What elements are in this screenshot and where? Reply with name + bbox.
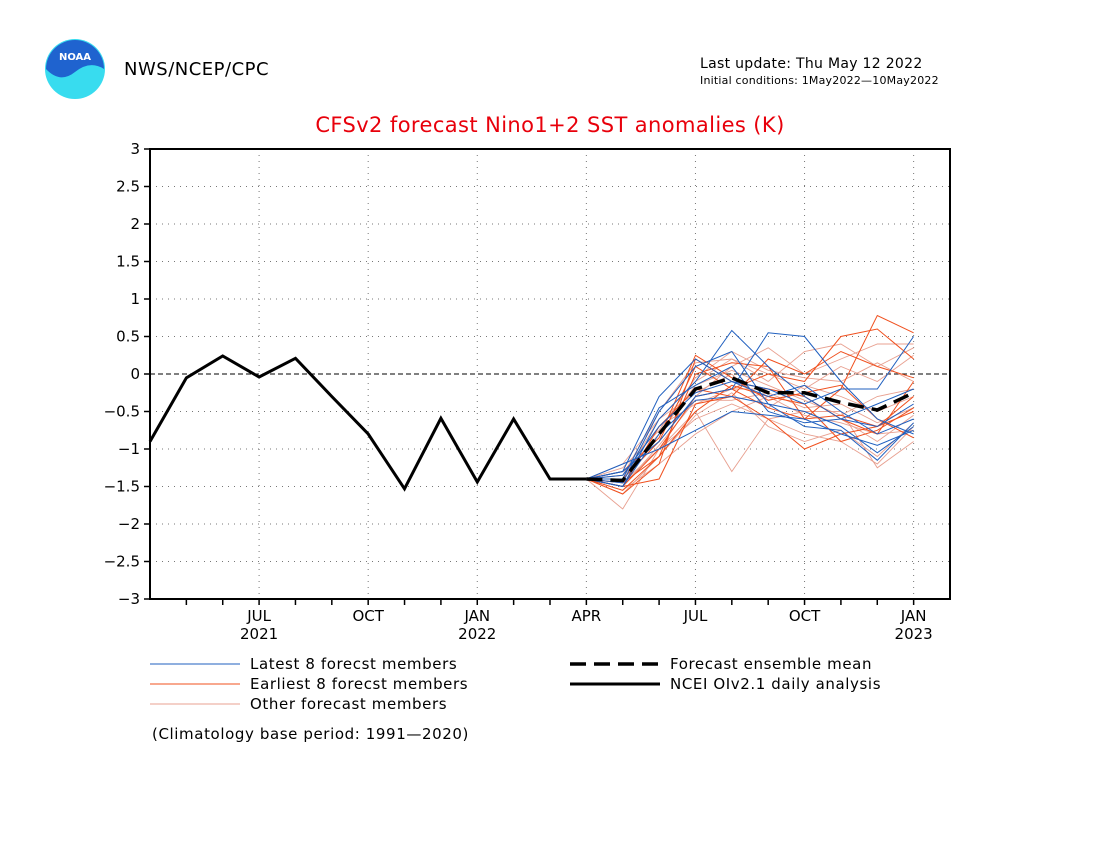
noaa-logo: NOAA bbox=[44, 38, 106, 100]
x-tick-label: JAN bbox=[463, 607, 490, 625]
forecast-members-layer bbox=[586, 314, 915, 510]
other-forecast-member-line bbox=[586, 392, 914, 487]
x-tick-label: JUL bbox=[246, 607, 271, 625]
noaa-logo-icon: NOAA bbox=[45, 39, 105, 99]
other-forecast-member-line bbox=[586, 392, 914, 495]
x-tick-year-label: 2022 bbox=[458, 625, 496, 643]
main-lines-layer bbox=[148, 354, 915, 492]
y-tick-label: −3 bbox=[118, 590, 140, 608]
y-tick-label: 1.5 bbox=[116, 253, 140, 271]
latest-forecast-member-line bbox=[586, 395, 914, 488]
legend: Latest 8 forecst members Earliest 8 forec… bbox=[150, 655, 881, 713]
observed-analysis-line bbox=[148, 354, 587, 492]
x-tick-label: JAN bbox=[900, 607, 927, 625]
agency-label: NWS/NCEP/CPC bbox=[124, 59, 270, 80]
x-tick-year-label: 2021 bbox=[240, 625, 278, 643]
x-tick-label: JUL bbox=[683, 607, 708, 625]
legend-label-observed: NCEI OIv2.1 daily analysis bbox=[670, 675, 881, 693]
latest-forecast-member-line bbox=[586, 350, 914, 484]
x-tick-label: OCT bbox=[352, 607, 384, 625]
latest-forecast-member-line bbox=[586, 365, 914, 480]
earliest-forecast-member-line bbox=[586, 388, 914, 488]
earliest-forecast-member-line bbox=[586, 395, 914, 488]
logo-inner-bird bbox=[46, 40, 104, 78]
x-tick-label: APR bbox=[571, 607, 601, 625]
initial-conditions-text: Initial conditions: 1May2022—10May2022 bbox=[700, 74, 939, 87]
y-tick-label: 1 bbox=[130, 290, 140, 308]
earliest-forecast-member-line bbox=[586, 314, 914, 491]
y-tick-label: −1 bbox=[118, 440, 140, 458]
chart-title: CFSv2 forecast Nino1+2 SST anomalies (K) bbox=[315, 113, 785, 137]
y-tick-label: 2.5 bbox=[116, 178, 140, 196]
x-tick-label: OCT bbox=[789, 607, 821, 625]
axes-layer: 32.521.510.50−0.5−1−1.5−2−2.5−3JUL2021OC… bbox=[104, 140, 951, 643]
logo-text: NOAA bbox=[59, 52, 91, 63]
y-tick-label: 0.5 bbox=[116, 328, 140, 346]
y-tick-label: 3 bbox=[130, 140, 140, 158]
y-tick-label: 0 bbox=[130, 365, 140, 383]
legend-label-mean: Forecast ensemble mean bbox=[670, 655, 872, 673]
y-tick-label: 2 bbox=[130, 215, 140, 233]
climatology-note: (Climatology base period: 1991—2020) bbox=[152, 725, 469, 743]
legend-label-earliest: Earliest 8 forecst members bbox=[250, 675, 468, 693]
x-tick-year-label: 2023 bbox=[895, 625, 933, 643]
other-forecast-member-line bbox=[586, 343, 914, 480]
ensemble-mean-line bbox=[586, 375, 915, 483]
y-tick-label: −0.5 bbox=[104, 403, 140, 421]
y-tick-label: −2 bbox=[118, 515, 140, 533]
legend-label-other: Other forecast members bbox=[250, 695, 447, 713]
latest-forecast-member-line bbox=[586, 336, 915, 480]
legend-label-latest: Latest 8 forecst members bbox=[250, 655, 457, 673]
other-forecast-member-line bbox=[586, 396, 914, 491]
y-tick-label: −2.5 bbox=[104, 553, 140, 571]
last-update-text: Last update: Thu May 12 2022 bbox=[700, 56, 923, 72]
grid-layer bbox=[150, 149, 950, 599]
earliest-forecast-member-line bbox=[586, 384, 914, 484]
latest-forecast-member-line bbox=[586, 329, 914, 488]
y-tick-label: −1.5 bbox=[104, 478, 140, 496]
